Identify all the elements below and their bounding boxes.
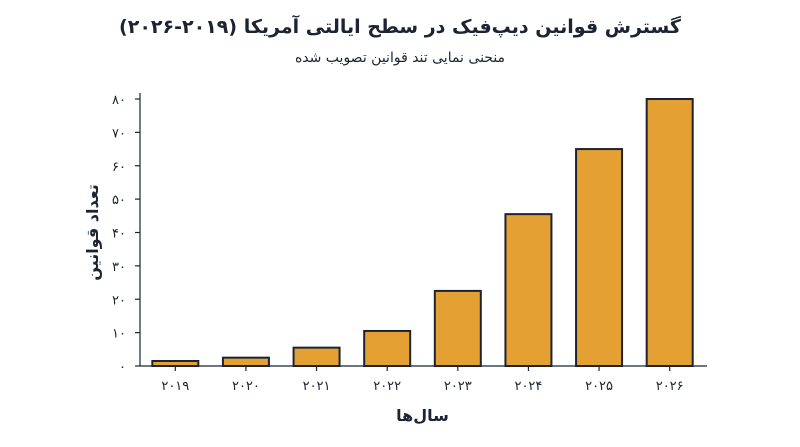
- y-axis-title: تعداد قوانین: [83, 184, 102, 280]
- bar-2: [221, 356, 270, 367]
- y-tick-label: ۴۰: [112, 227, 126, 242]
- x-tick-label: ۲۰۲۴: [514, 379, 542, 394]
- bars: [151, 98, 694, 367]
- y-tick-label: ۲۰: [112, 293, 126, 308]
- y-tick-label: ۷۰: [112, 126, 126, 141]
- bar-6: [504, 213, 553, 367]
- y-tick-label: ۳۰: [112, 260, 126, 275]
- x-tick-label: ۲۰۱۹: [161, 379, 189, 394]
- bar-4: [363, 329, 412, 367]
- bar-7: [575, 148, 624, 367]
- x-axis-ticks: ۲۰۱۹ ۲۰۲۰ ۲۰۲۱ ۲۰۲۲ ۲۰۲۳ ۲۰۲۴ ۲۰۲۵ ۲۰۲۶: [161, 366, 684, 394]
- bar-8: [645, 98, 694, 367]
- y-tick-label: ۱۰: [112, 327, 126, 342]
- chart-subtitle: منحنی نمایی تند قوانین تصویب شده: [294, 50, 506, 66]
- y-axis-ticks: ۰ ۱۰ ۲۰ ۳۰ ۴۰ ۵۰ ۶۰ ۷۰ ۸۰: [112, 93, 140, 375]
- x-tick-label: ۲۰۲۲: [373, 379, 401, 394]
- y-tick-label: ۸۰: [112, 93, 126, 108]
- y-tick-label: ۶۰: [112, 160, 126, 175]
- x-axis-title: سال‌ها: [396, 406, 449, 425]
- bar-3: [292, 346, 341, 367]
- x-tick-label: ۲۰۲۳: [444, 379, 472, 394]
- x-tick-label: ۲۰۲۰: [232, 379, 260, 394]
- y-tick-label: ۰: [119, 360, 126, 375]
- x-tick-label: ۲۰۲۵: [585, 379, 613, 394]
- x-tick-label: ۲۰۲۱: [303, 379, 331, 394]
- bar-5: [433, 289, 482, 367]
- chart-title: گسترش قوانین دیپ‌فیک در سطح ایالتی آمریک…: [119, 16, 681, 38]
- x-tick-label: ۲۰۲۶: [656, 379, 684, 394]
- bar-1: [151, 359, 200, 367]
- y-tick-label: ۵۰: [112, 193, 126, 208]
